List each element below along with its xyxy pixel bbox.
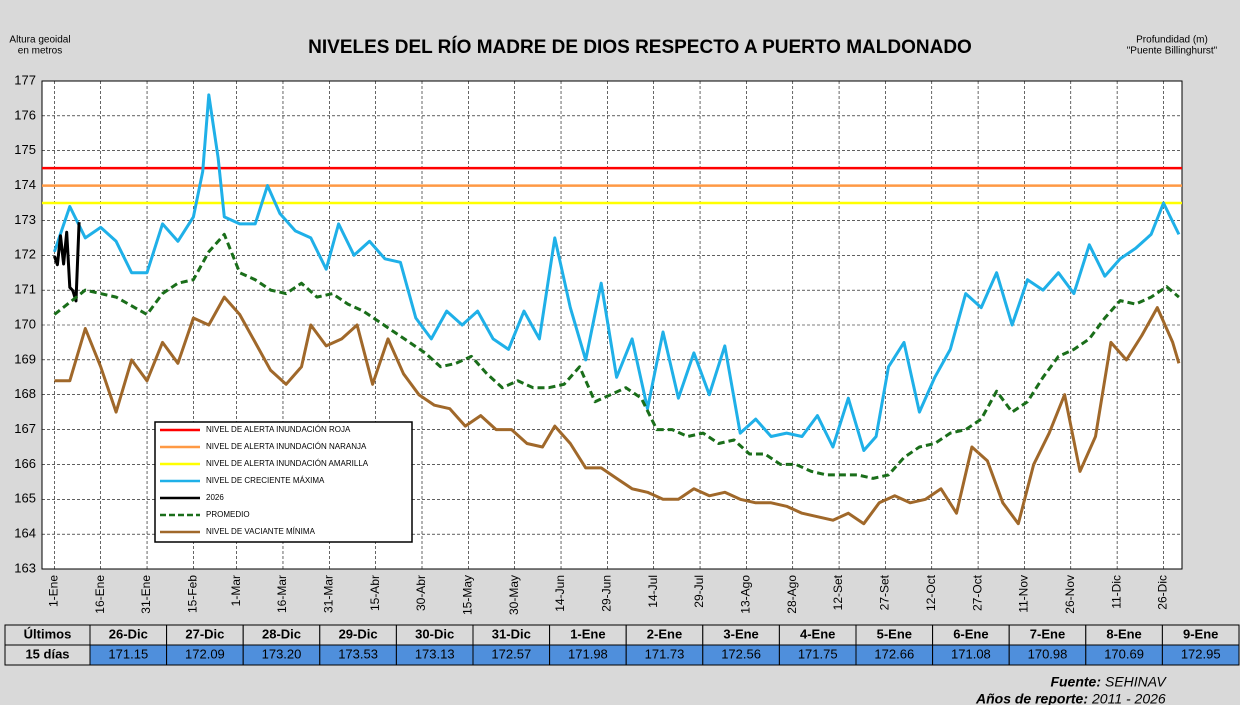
y-tick-label: 172 xyxy=(14,247,36,262)
table-text: 1-Ene xyxy=(570,626,605,641)
legend-label: NIVEL DE ALERTA INUNDACIÓN ROJA xyxy=(206,425,351,434)
y-tick-label: 173 xyxy=(14,212,36,227)
table-text: 9-Ene xyxy=(1183,626,1218,641)
x-tick-label: 1-Mar xyxy=(229,575,243,606)
lines xyxy=(42,93,1182,526)
x-tick-label: 26-Nov xyxy=(1063,575,1077,614)
x-tick-label: 28-Ago xyxy=(785,575,799,614)
x-tick-label: 15-May xyxy=(461,575,475,615)
table-text: 8-Ene xyxy=(1106,626,1141,641)
x-tick-label: 16-Ene xyxy=(93,575,107,614)
y-tick-label: 175 xyxy=(14,142,36,157)
years-label: Años de reporte: xyxy=(975,691,1088,705)
table-text: 171.98 xyxy=(568,646,608,661)
legend-label: NIVEL DE CRECIENTE MÁXIMA xyxy=(206,476,325,485)
table-text: 170.98 xyxy=(1028,646,1068,661)
table-text: 172.56 xyxy=(721,646,761,661)
y-tick-label: 168 xyxy=(14,386,36,401)
x-tick-label: 14-Jul xyxy=(646,575,660,608)
legend: NIVEL DE ALERTA INUNDACIÓN ROJA NIVEL DE … xyxy=(154,421,413,543)
table-text: 172.09 xyxy=(185,646,225,661)
table-text: 27-Dic xyxy=(185,626,224,641)
x-tick-label: 15-Feb xyxy=(186,575,200,613)
table-text: 173.13 xyxy=(415,646,455,661)
y-tick-label: 177 xyxy=(14,72,36,87)
source: SEHINAV xyxy=(1105,674,1167,690)
table-text: 31-Dic xyxy=(492,626,531,641)
table-text: 171.08 xyxy=(951,646,991,661)
x-tick-label: 26-Dic xyxy=(1156,575,1170,610)
table-text: 29-Dic xyxy=(339,626,378,641)
y-tick-label: 164 xyxy=(14,526,36,541)
y-tick-label: 174 xyxy=(14,177,36,192)
x-tick-label: 12-Oct xyxy=(924,574,938,611)
x-tick-label: 11-Dic xyxy=(1109,575,1123,609)
y-tick-label: 165 xyxy=(14,491,36,506)
y-tick-label: 170 xyxy=(14,316,36,331)
x-tick-label: 14-Jun xyxy=(553,575,567,612)
table-text: 171.73 xyxy=(645,646,685,661)
x-tick-label: 30-Abr xyxy=(414,575,428,611)
x-tick-label: 12-Set xyxy=(831,574,845,610)
table-text: 5-Ene xyxy=(877,626,912,641)
legend-label: NIVEL DE ALERTA INUNDACIÓN NARANJA xyxy=(206,442,367,451)
x-tick-label: 30-May xyxy=(507,575,521,615)
table-text: 2-Ene xyxy=(647,626,682,641)
table: Últimos 26-Dic 27-Dic 28-Dic 29-Dic 30-Dic 31-… xyxy=(4,624,1240,666)
legend-label: NIVEL DE VACIANTE MÍNIMA xyxy=(206,527,316,536)
x-tick-label: 31-Ene xyxy=(139,575,153,614)
y-tick-label: 167 xyxy=(14,421,36,436)
table-text: 15 días xyxy=(25,646,69,661)
table-text: 171.75 xyxy=(798,646,838,661)
table-cell xyxy=(1161,644,1240,666)
x-tick-label: 29-Jun xyxy=(600,575,614,612)
legend-label: NIVEL DE ALERTA INUNDACIÓN AMARILLA xyxy=(206,459,369,468)
table-text: 26-Dic xyxy=(109,626,148,641)
table-text: 4-Ene xyxy=(800,626,835,641)
y-tick-label: 163 xyxy=(14,560,36,575)
x-tick-label: 11-Nov xyxy=(1017,575,1031,613)
table-text: Últimos xyxy=(24,626,72,641)
source-label: Fuente: xyxy=(1050,674,1101,690)
table-text: 170.69 xyxy=(1104,646,1144,661)
y-axis-label: Altura geoidal xyxy=(9,35,70,46)
x-tick-label: 29-Jul xyxy=(692,575,706,608)
y2-axis-label: "Puente Billinghurst" xyxy=(1127,46,1218,57)
table-text: 30-Dic xyxy=(415,626,454,641)
x-tick-label: 31-Mar xyxy=(321,575,335,613)
table-text: 3-Ene xyxy=(723,626,758,641)
y-tick-label: 166 xyxy=(14,456,36,471)
series-line xyxy=(54,295,1181,526)
years: 2011 - 2026 xyxy=(1091,691,1166,705)
y2-axis-label: Profundidad (m) xyxy=(1136,35,1208,46)
x-tick-label: 1-Ene xyxy=(47,575,61,607)
table-text: 172.57 xyxy=(491,646,531,661)
legend-label: 2026 xyxy=(206,493,224,502)
table-text: 6-Ene xyxy=(953,626,988,641)
table-text: 171.15 xyxy=(108,646,148,661)
series-line xyxy=(53,232,1180,480)
legend-label: PROMEDIO xyxy=(206,510,250,519)
y-tick-label: 169 xyxy=(14,351,36,366)
y-tick-label: 171 xyxy=(14,282,36,297)
table-text: 7-Ene xyxy=(1030,626,1065,641)
x-tick-label: 16-Mar xyxy=(275,575,289,613)
y-tick-label: 176 xyxy=(14,107,36,122)
table-text: 28-Dic xyxy=(262,626,301,641)
x-tick-label: 27-Set xyxy=(878,574,892,610)
table-text: 173.20 xyxy=(262,646,302,661)
table-text: 172.66 xyxy=(874,646,914,661)
y-axis-label: en metros xyxy=(18,46,62,57)
x-tick-label: 15-Abr xyxy=(368,575,382,611)
x-tick-label: 13-Ago xyxy=(739,575,753,614)
chart-title: NIVELES DEL RÍO MADRE DE DIOS RESPECTO A… xyxy=(308,36,972,58)
x-tick-label: 27-Oct xyxy=(970,574,984,611)
series-line xyxy=(52,93,1181,452)
table-text: 173.53 xyxy=(338,646,378,661)
table-text: 172.95 xyxy=(1181,646,1221,661)
